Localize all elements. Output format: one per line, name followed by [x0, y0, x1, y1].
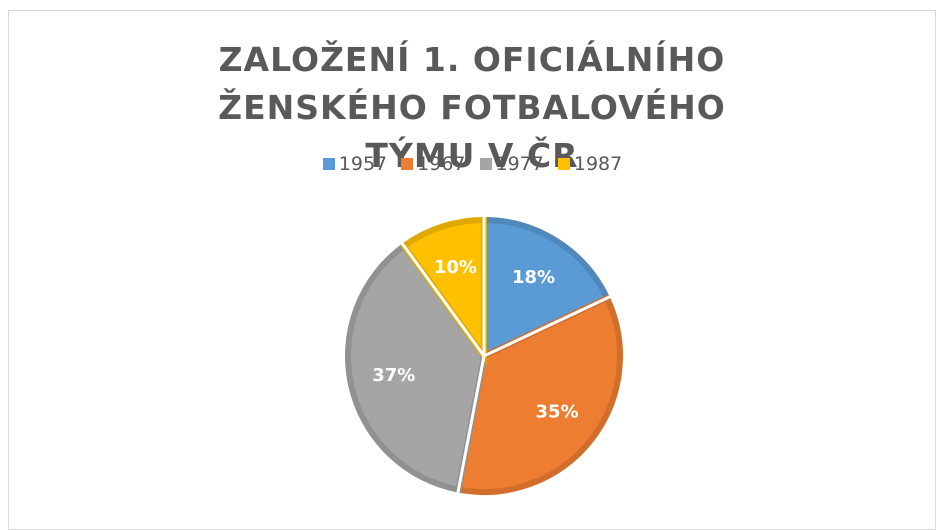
legend-label: 1977 — [495, 153, 544, 175]
data-label: 10% — [434, 257, 477, 278]
page: 18% 35% 37% 10% ZALOŽENÍ 1. OFICIÁLNÍHO ŽEN… — [0, 10, 945, 530]
pie-slice — [345, 241, 488, 494]
slice-separator — [400, 241, 486, 357]
legend-item: 1987 — [557, 153, 623, 175]
chart-title: ZALOŽENÍ 1. OFICIÁLNÍHO ŽENSKÉHO FOTBALO… — [218, 40, 726, 175]
data-label: 35% — [536, 402, 579, 423]
legend-item: 1977 — [479, 153, 544, 175]
slice-separator — [483, 295, 612, 358]
data-label: 37% — [372, 365, 415, 386]
data-label: 18% — [512, 267, 555, 288]
pie-slice — [455, 294, 623, 495]
slice-separator — [456, 355, 486, 494]
legend-label: 1957 — [338, 153, 388, 175]
legend: 1957 1967 1977 1987 — [0, 153, 945, 175]
chart: 18% 35% 37% 10% — [345, 216, 623, 495]
legend-swatch — [401, 158, 414, 170]
pie-slice — [399, 216, 487, 366]
legend-label: 1987 — [573, 153, 623, 175]
legend-item: 1957 — [322, 153, 388, 175]
legend-swatch — [479, 158, 492, 170]
legend-item: 1967 — [401, 153, 466, 175]
legend-swatch — [322, 158, 335, 170]
pie-slice — [481, 216, 612, 361]
legend-label: 1967 — [417, 153, 466, 175]
legend-swatch — [557, 158, 570, 170]
